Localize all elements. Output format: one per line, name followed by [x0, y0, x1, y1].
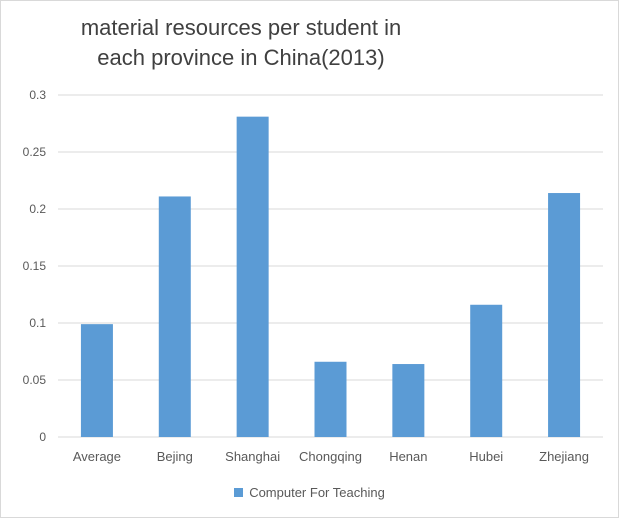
legend: Computer For Teaching — [1, 485, 618, 500]
x-tick-label: Chongqing — [299, 449, 362, 464]
x-axis-tick-labels: Average Bejing Shanghai Chongqing Henan Hubei… — [73, 449, 589, 464]
y-tick-label: 0.05 — [23, 373, 47, 387]
bar-zhejiang — [548, 193, 581, 437]
bar-bejing — [158, 196, 191, 437]
y-tick-label: 0.15 — [23, 259, 47, 273]
chart-title: material resources per student in each p… — [80, 15, 402, 70]
bar-chongqing — [314, 361, 347, 437]
x-tick-label: Average — [73, 449, 121, 464]
bar-average — [80, 324, 113, 437]
x-tick-label: Shanghai — [225, 449, 280, 464]
y-tick-label: 0.3 — [29, 88, 46, 102]
x-tick-label: Hubei — [469, 449, 503, 464]
legend-label: Computer For Teaching — [249, 485, 385, 500]
x-tick-label: Bejing — [157, 449, 193, 464]
x-tick-label: Zhejiang — [539, 449, 589, 464]
bar-hubei — [470, 304, 503, 437]
bar-henan — [392, 364, 425, 437]
y-tick-label: 0.1 — [29, 316, 46, 330]
y-axis-tick-labels: 0 0.05 0.1 0.15 0.2 0.25 0.3 — [23, 88, 47, 444]
y-tick-label: 0 — [39, 430, 46, 444]
legend-swatch — [234, 488, 244, 497]
y-tick-label: 0.25 — [23, 145, 47, 159]
y-tick-label: 0.2 — [29, 202, 46, 216]
x-tick-label: Henan — [389, 449, 427, 464]
bars — [80, 116, 581, 437]
bar-shanghai — [236, 116, 269, 437]
